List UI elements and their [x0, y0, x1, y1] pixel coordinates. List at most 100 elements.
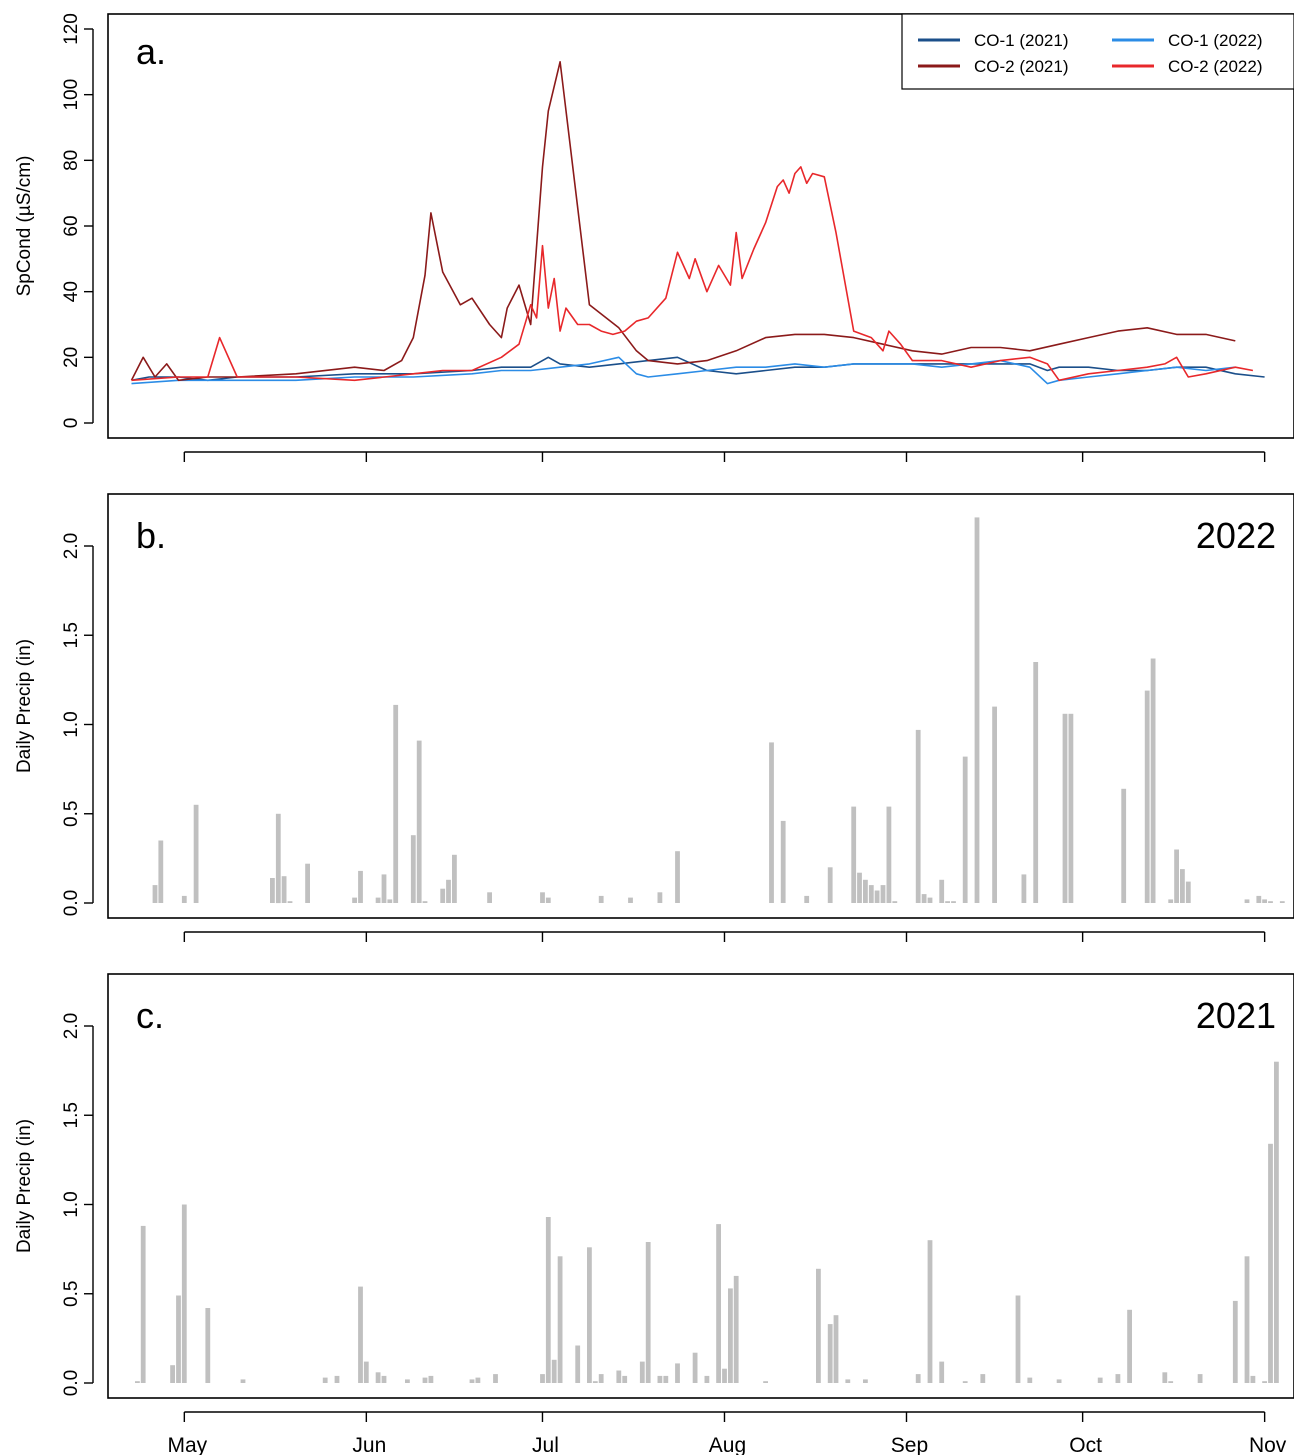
- precip-bar: [240, 1379, 246, 1383]
- precip-bar: [598, 1374, 604, 1383]
- precip-bar: [1185, 881, 1191, 903]
- precip-bar: [622, 1375, 628, 1383]
- precip-bar: [880, 885, 886, 903]
- conductivity-x-axis: [183, 451, 1266, 462]
- precip-bar: [863, 1379, 868, 1383]
- precip-2022-x-axis: [183, 931, 1266, 942]
- precip-bar: [645, 1242, 651, 1383]
- precip-bar: [692, 1352, 698, 1383]
- precip-bar: [181, 1204, 187, 1383]
- legend-entry: CO-2 (2022): [1168, 57, 1262, 76]
- y-tick-label: 1.5: [61, 622, 82, 648]
- precip-bar: [874, 890, 880, 903]
- y-tick-label: 0.0: [61, 1370, 82, 1396]
- precip-bar: [446, 879, 451, 903]
- precip-bar: [575, 1345, 581, 1383]
- y-tick-label: 2.0: [61, 1013, 82, 1039]
- precip-bar: [1268, 901, 1273, 903]
- panel-label-c: c.: [136, 995, 164, 1036]
- precip-bar: [135, 1381, 140, 1383]
- y-tick-label: 40: [61, 281, 82, 302]
- precip-bar: [863, 879, 868, 903]
- precip-bar: [352, 897, 357, 903]
- precip-bar: [545, 897, 551, 903]
- precip-bar: [921, 894, 927, 903]
- y-tick-label: 0: [61, 418, 82, 429]
- precip-bar: [598, 895, 604, 903]
- precip-bar: [728, 1288, 733, 1383]
- precip-bar: [1021, 874, 1027, 903]
- precip-2022-panel: 0.0 0.5 1.0 1.5 2.0 b. 2022 Daily Precip (in…: [14, 493, 1294, 942]
- precip-2022-y-axis-label: Daily Precip (in): [14, 639, 35, 773]
- precip-bar: [716, 1224, 721, 1383]
- precip-bar: [1121, 788, 1127, 903]
- precip-bar: [1256, 895, 1262, 903]
- precip-bar: [1180, 869, 1185, 903]
- precip-2022-y-axis: 0.0 0.5 1.0 1.5 2.0: [61, 533, 94, 916]
- precip-bar: [557, 1256, 563, 1383]
- y-tick-label: 1.0: [61, 711, 82, 737]
- year-label-2021: 2021: [1196, 995, 1276, 1036]
- conductivity-y-axis: 0 20 40 60 80 100 120: [61, 13, 94, 429]
- precip-bar: [657, 1375, 663, 1383]
- series-line-co-2-2022-: [131, 166, 1254, 382]
- precip-bar: [381, 874, 387, 903]
- x-tick-label: Jun: [352, 1434, 386, 1455]
- y-tick-label: 0.5: [61, 1281, 82, 1307]
- precip-bar: [1174, 849, 1179, 903]
- precip-bar: [962, 756, 968, 903]
- y-tick-label: 100: [61, 79, 82, 111]
- precip-bar: [410, 835, 416, 903]
- precip-bar: [722, 1368, 727, 1383]
- precip-bar: [845, 1379, 851, 1383]
- precip-bar: [1062, 713, 1068, 903]
- precip-bar: [1250, 1375, 1256, 1383]
- precip-bar: [927, 1240, 933, 1383]
- precip-bar: [322, 1377, 328, 1383]
- legend-entry: CO-2 (2021): [974, 57, 1068, 76]
- precip-bar: [1097, 1377, 1103, 1383]
- precip-bar: [205, 1308, 211, 1383]
- precip-2021-y-axis: 0.0 0.5 1.0 1.5 2.0: [61, 1013, 94, 1396]
- precip-2022-bars: [152, 517, 1285, 904]
- precip-bar: [1274, 1061, 1279, 1383]
- precip-bar: [334, 1375, 340, 1383]
- precip-bar: [440, 888, 446, 903]
- precip-bar: [170, 1365, 175, 1383]
- precip-bar: [1168, 1381, 1174, 1383]
- x-tick-label: May: [167, 1434, 207, 1455]
- precip-bar: [804, 895, 810, 903]
- precip-bar: [422, 901, 428, 903]
- precip-bar: [275, 813, 281, 904]
- precip-bar: [851, 806, 857, 903]
- precip-bar: [974, 517, 980, 903]
- precip-2021-plot-frame: [107, 973, 1294, 1399]
- precip-bar: [405, 1379, 410, 1383]
- precip-bar: [663, 1375, 669, 1383]
- precip-bar: [1268, 1143, 1273, 1383]
- precip-2022-plot-frame: [107, 493, 1294, 919]
- precip-bar: [281, 876, 287, 903]
- precip-bar: [1262, 899, 1267, 903]
- precip-bar: [1262, 1381, 1267, 1383]
- precip-bar: [363, 1361, 369, 1383]
- conductivity-plot-frame: [107, 13, 1294, 439]
- precip-bar: [1244, 899, 1250, 903]
- precip-bar: [868, 885, 874, 903]
- series-line-co-1-2022-: [131, 356, 1236, 385]
- precip-bar: [475, 1377, 481, 1383]
- x-tick-label: Sep: [891, 1434, 928, 1455]
- precip-bar: [639, 1361, 645, 1383]
- year-label-2022: 2022: [1196, 515, 1276, 556]
- precip-bar: [675, 851, 680, 903]
- precip-bar: [358, 870, 363, 903]
- precip-bar: [1197, 1374, 1203, 1383]
- panel-label-a: a.: [136, 31, 166, 72]
- precip-bar: [1015, 1295, 1021, 1383]
- precip-bar: [158, 840, 164, 903]
- precip-bar: [704, 1375, 710, 1383]
- precip-bar: [287, 901, 293, 903]
- precip-bar: [628, 897, 633, 903]
- precip-bar: [1144, 690, 1150, 903]
